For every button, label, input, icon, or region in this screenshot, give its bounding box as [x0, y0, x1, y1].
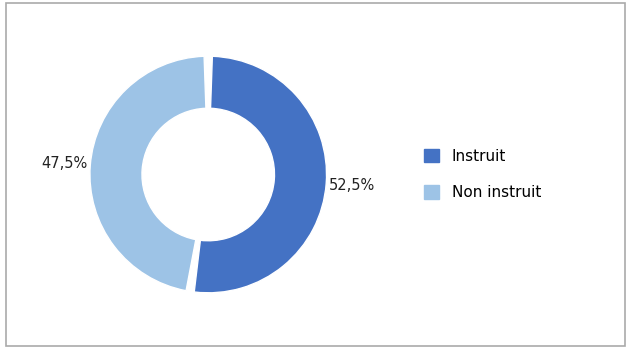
Wedge shape [194, 56, 326, 293]
Text: 52,5%: 52,5% [329, 178, 375, 193]
Wedge shape [90, 56, 206, 291]
Text: 47,5%: 47,5% [41, 156, 88, 171]
Legend: Instruit, Non instruit: Instruit, Non instruit [424, 149, 541, 200]
